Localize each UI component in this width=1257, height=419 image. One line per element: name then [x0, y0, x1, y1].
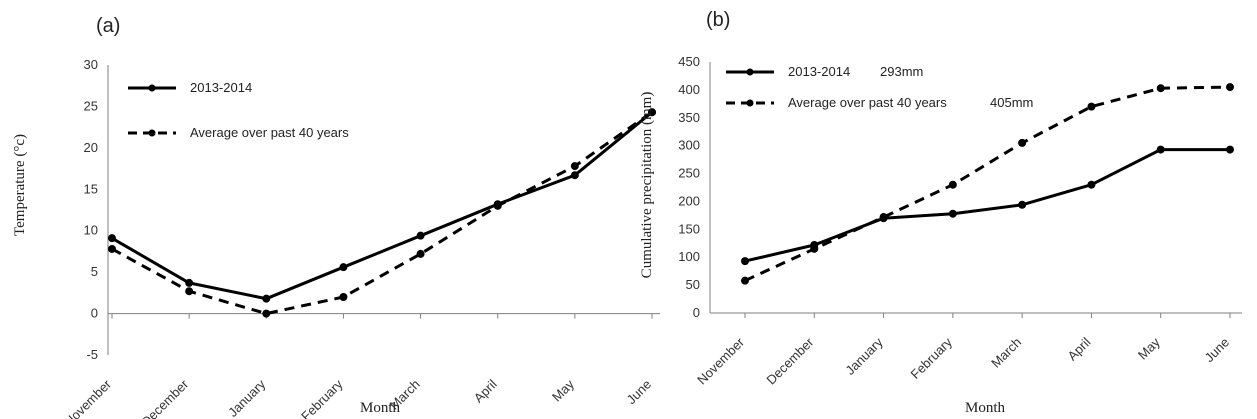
data-point — [262, 294, 271, 303]
x-tick-label: December — [763, 334, 816, 387]
y-tick-label: 100 — [678, 249, 700, 264]
y-tick-label: 150 — [678, 221, 700, 236]
series-line-average — [744, 85, 1231, 282]
data-point — [1226, 83, 1234, 92]
y-tick-label: 400 — [678, 82, 700, 97]
chart-b: (b) Cumulative precipitation (mm) Month … — [639, 9, 1242, 416]
y-tick-label: 0 — [693, 305, 700, 320]
legend-total-b-1: 405mm — [990, 95, 1033, 110]
data-point — [1018, 138, 1027, 147]
chart-a: (a) Temperature (°c) Month -5 0 5 10 15 20 25 3… — [12, 15, 660, 419]
y-tick-label: 350 — [678, 110, 700, 125]
data-point — [1156, 145, 1165, 154]
y-tick-label: 50 — [686, 277, 700, 292]
x-tick-label: May — [549, 376, 577, 404]
x-tick-label: January — [842, 334, 886, 378]
data-point — [108, 234, 116, 243]
legend-a: 2013-2014 Average over past 40 years — [128, 80, 349, 140]
legend-marker-a-1 — [148, 129, 156, 137]
y-axis-label-a: Temperature (°c) — [12, 134, 28, 236]
x-tick-label: November — [694, 334, 747, 387]
x-tick-label: May — [1135, 334, 1163, 362]
data-point — [262, 309, 271, 318]
data-point — [948, 180, 957, 189]
data-point — [1018, 200, 1027, 209]
data-point — [185, 278, 194, 287]
legend-label-b-1: Average over past 40 years — [788, 95, 947, 110]
data-point — [1087, 180, 1096, 189]
x-tick-label: February — [908, 334, 956, 382]
data-point — [416, 249, 425, 258]
y-tick-label: 450 — [678, 54, 700, 69]
y-tick-label: 0 — [91, 306, 98, 321]
y-tick-label: 15 — [84, 181, 98, 196]
series-b — [741, 83, 1234, 285]
y-tick-label: 10 — [84, 223, 98, 238]
data-point — [648, 108, 656, 117]
y-ticks-b: 0 50 100 150 200 250 300 350 400 450 — [678, 54, 700, 320]
y-axis-label-b: Cumulative precipitation (mm) — [639, 92, 655, 279]
x-tick-label: March — [988, 335, 1024, 371]
y-ticks-a: -5 0 5 10 15 20 25 30 — [84, 57, 98, 362]
y-tick-label: 250 — [678, 166, 700, 181]
panel-label-a: (a) — [96, 15, 120, 37]
x-tick-label: June — [624, 377, 655, 408]
data-point — [1087, 102, 1096, 111]
y-tick-label: 20 — [84, 140, 98, 155]
legend-label-a-0: 2013-2014 — [190, 80, 252, 95]
y-tick-label: 5 — [91, 264, 98, 279]
x-axis-label-a: Month — [360, 400, 401, 416]
data-point — [108, 244, 116, 253]
series-a — [108, 108, 656, 318]
legend-marker-a-0 — [148, 84, 156, 92]
legend-marker-b-1 — [746, 99, 754, 107]
data-point — [879, 213, 888, 222]
x-tick-label: November — [61, 376, 114, 419]
x-tick-label: April — [471, 376, 500, 405]
x-tick-label: April — [1065, 334, 1094, 363]
legend-label-b-0: 2013-2014 — [788, 64, 850, 79]
data-point — [570, 162, 579, 171]
axes-b — [709, 62, 1242, 314]
data-point — [339, 293, 348, 301]
data-point — [339, 263, 348, 272]
data-point — [948, 209, 957, 218]
x-tick-label: February — [298, 376, 346, 419]
series-line-average — [111, 110, 653, 316]
data-point — [416, 231, 425, 240]
legend-marker-b-0 — [746, 68, 754, 76]
x-ticks-b: November December January February March Apri… — [694, 313, 1232, 388]
y-tick-label: 300 — [678, 138, 700, 153]
y-tick-label: 30 — [84, 57, 98, 72]
y-tick-label: 200 — [678, 193, 700, 208]
legend-b: 2013-2014 293mm Average over past 40 yea… — [726, 64, 1033, 110]
panel-label-b: (b) — [706, 9, 730, 31]
series-line-2013-2014 — [111, 111, 653, 301]
data-point — [1226, 145, 1234, 154]
x-tick-label: June — [1202, 335, 1233, 366]
x-axis-label-b: Month — [965, 400, 1006, 416]
legend-label-a-1: Average over past 40 years — [190, 125, 349, 140]
data-point — [185, 287, 194, 296]
axes-a — [107, 65, 660, 355]
x-tick-label: March — [387, 377, 423, 413]
data-point — [570, 171, 579, 180]
data-point — [1156, 84, 1165, 93]
legend-total-b-0: 293mm — [880, 64, 923, 79]
y-tick-label: 25 — [84, 98, 98, 113]
x-tick-label: January — [225, 376, 269, 419]
data-point — [493, 201, 502, 210]
data-point — [741, 257, 749, 266]
series-line-2013-2014 — [744, 148, 1230, 263]
x-ticks-a: November December January February March Apri… — [61, 313, 655, 419]
data-point — [741, 276, 749, 285]
data-point — [810, 244, 819, 253]
y-tick-label: -5 — [86, 347, 98, 362]
x-tick-label: December — [138, 376, 191, 419]
